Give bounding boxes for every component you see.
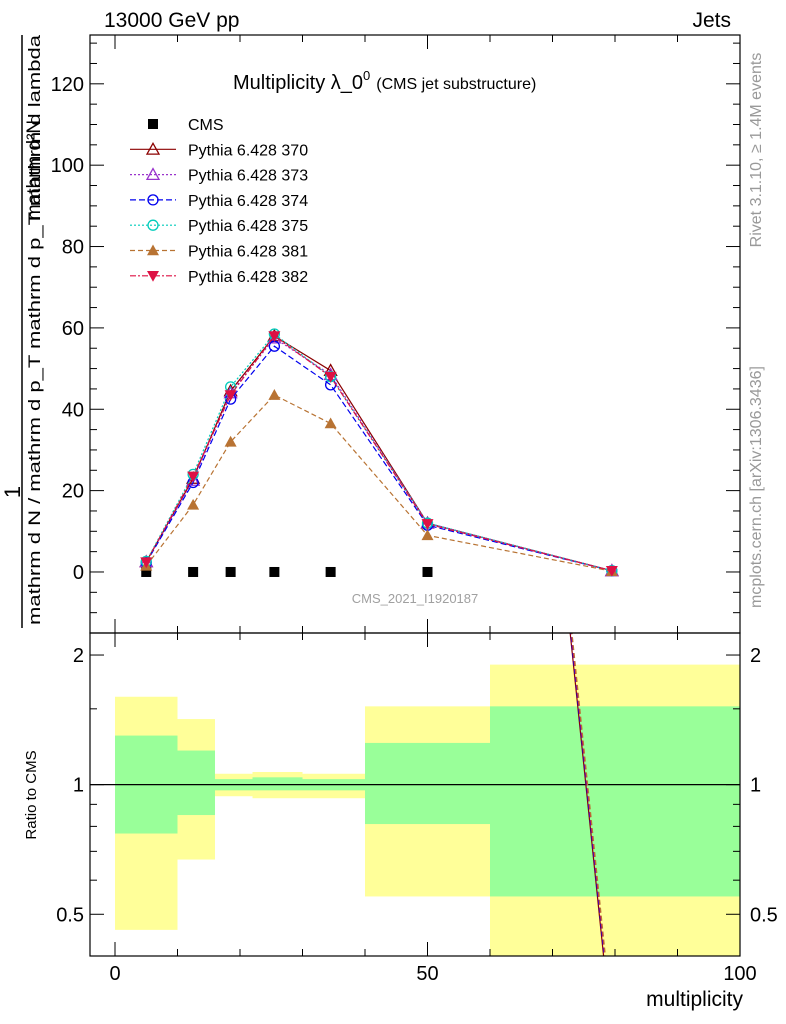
series-p370 — [139, 328, 619, 577]
y-tick-label: 60 — [62, 318, 84, 340]
data-point-triangle-down — [140, 557, 153, 569]
ratio-uncertainty-bands — [115, 664, 740, 956]
series-p373 — [139, 330, 619, 577]
data-point-triangle-filled — [324, 417, 337, 429]
y-label-fraction-bottom: mathrm d N / mathrm d p_T mathrm d p_T m… — [25, 34, 44, 625]
legend-entry-p374: Pythia 6.428 374 — [130, 193, 308, 210]
ratio-curves — [569, 633, 606, 956]
ratio-band-inner — [490, 706, 740, 897]
data-point-square — [188, 566, 199, 577]
ratio-y-tick-label-right: 0.5 — [750, 904, 778, 926]
data-point-square — [325, 566, 336, 577]
series-cms — [141, 566, 433, 577]
legend-entry-p381: Pythia 6.428 381 — [130, 244, 308, 261]
legend-entry-p375: Pythia 6.428 375 — [130, 218, 308, 235]
y-tick-label: 80 — [62, 237, 84, 259]
analysis-watermark: CMS_2021_I1920187 — [352, 591, 479, 606]
data-point-triangle-down — [187, 471, 200, 483]
legend-entry-p373: Pythia 6.428 373 — [130, 167, 308, 185]
y-label-numerator-1: 1 — [0, 486, 25, 498]
ratio-plot-frame — [89, 632, 741, 957]
y-tick-label: 20 — [62, 481, 84, 503]
ratio-band-inner — [365, 742, 490, 825]
mcplots-label: mcplots.cern.ch [arXiv:1306.3436] — [748, 366, 765, 608]
ratio-band-inner — [177, 750, 215, 816]
y-tick-label: 100 — [51, 155, 84, 177]
series-p382 — [140, 331, 618, 577]
data-point-circle — [147, 194, 159, 206]
data-point-triangle-filled — [224, 435, 237, 447]
legend-label: Pythia 6.428 370 — [188, 142, 308, 159]
legend: CMS Pythia 6.428 370 Pythia 6.428 373 Pythi… — [130, 117, 308, 286]
series-line-p374 — [145, 345, 613, 572]
legend-label: Pythia 6.428 374 — [188, 193, 308, 210]
legend-entry-p382: Pythia 6.428 382 — [130, 269, 308, 286]
data-point-square — [141, 566, 152, 577]
series-p381 — [140, 389, 618, 576]
data-point-circle — [147, 219, 159, 231]
data-point-triangle-down — [147, 271, 159, 282]
data-point-triangle-down — [224, 390, 237, 402]
y-tick-label: 0 — [73, 562, 84, 584]
ratio-y-tick-label-right: 2 — [750, 645, 761, 667]
y-tick-label: 40 — [62, 399, 84, 421]
x-tick-label: 50 — [416, 963, 438, 985]
data-point-triangle-down — [268, 331, 281, 343]
main-y-axis-label: 1 mathrm d²N mathrm d N / mathrm d p_T m… — [0, 34, 45, 628]
legend-label: Pythia 6.428 382 — [188, 269, 308, 286]
data-point-square — [225, 566, 236, 577]
ratio-y-tick-label: 2 — [73, 645, 84, 667]
data-point-triangle-down — [421, 519, 434, 530]
series-line-p370 — [145, 335, 613, 572]
ratio-y-tick-label: 0.5 — [56, 904, 84, 926]
legend-entry-p370: Pythia 6.428 370 — [130, 141, 308, 159]
data-point-square — [148, 119, 158, 129]
main-plot-series — [139, 328, 619, 577]
ratio-curve-p381 — [571, 633, 606, 956]
plot-title-main: Multiplicity λ_0 — [233, 72, 363, 94]
header-process-label: Jets — [692, 9, 731, 32]
data-point-square — [422, 566, 433, 577]
plot-title-sup: 0 — [363, 68, 370, 83]
data-point-triangle-down — [324, 371, 337, 383]
data-point-triangle — [145, 141, 161, 155]
legend-entry-cms: CMS — [148, 117, 224, 134]
plot-title-note: (CMS jet substructure) — [376, 76, 536, 93]
data-point-square — [269, 566, 280, 577]
x-tick-label: 100 — [723, 963, 756, 985]
data-point-triangle-filled — [268, 389, 281, 400]
data-point-triangle — [145, 167, 161, 181]
ratio-y-tick-label: 1 — [73, 775, 84, 797]
ratio-y-axis-label: Ratio to CMS — [23, 750, 40, 839]
data-point-triangle-filled — [421, 529, 434, 541]
legend-label: CMS — [188, 117, 224, 134]
series-p375 — [140, 328, 618, 577]
series-line-p382 — [145, 335, 613, 572]
y-label-fraction-top: mathrm d²N — [24, 120, 45, 220]
data-point-triangle-down — [605, 565, 618, 577]
ratio-band-inner — [252, 777, 303, 791]
legend-label: Pythia 6.428 381 — [188, 244, 308, 261]
legend-label: Pythia 6.428 373 — [188, 168, 308, 185]
x-tick-label: 0 — [109, 963, 120, 985]
x-axis-label: multiplicity — [646, 988, 743, 1011]
series-p374 — [140, 340, 618, 577]
series-line-p375 — [145, 333, 613, 572]
data-point-triangle-filled — [187, 498, 200, 510]
rivet-version-label: Rivet 3.1.10, ≥ 1.4M events — [748, 53, 765, 248]
data-point-triangle-filled — [147, 244, 159, 256]
legend-label: Pythia 6.428 375 — [188, 218, 308, 235]
y-tick-label: 120 — [51, 74, 84, 96]
ratio-y-tick-label-right: 1 — [750, 775, 761, 797]
plot-title: Multiplicity λ_00 (CMS jet substructure) — [233, 68, 536, 94]
header-energy-label: 13000 GeV pp — [104, 9, 239, 32]
